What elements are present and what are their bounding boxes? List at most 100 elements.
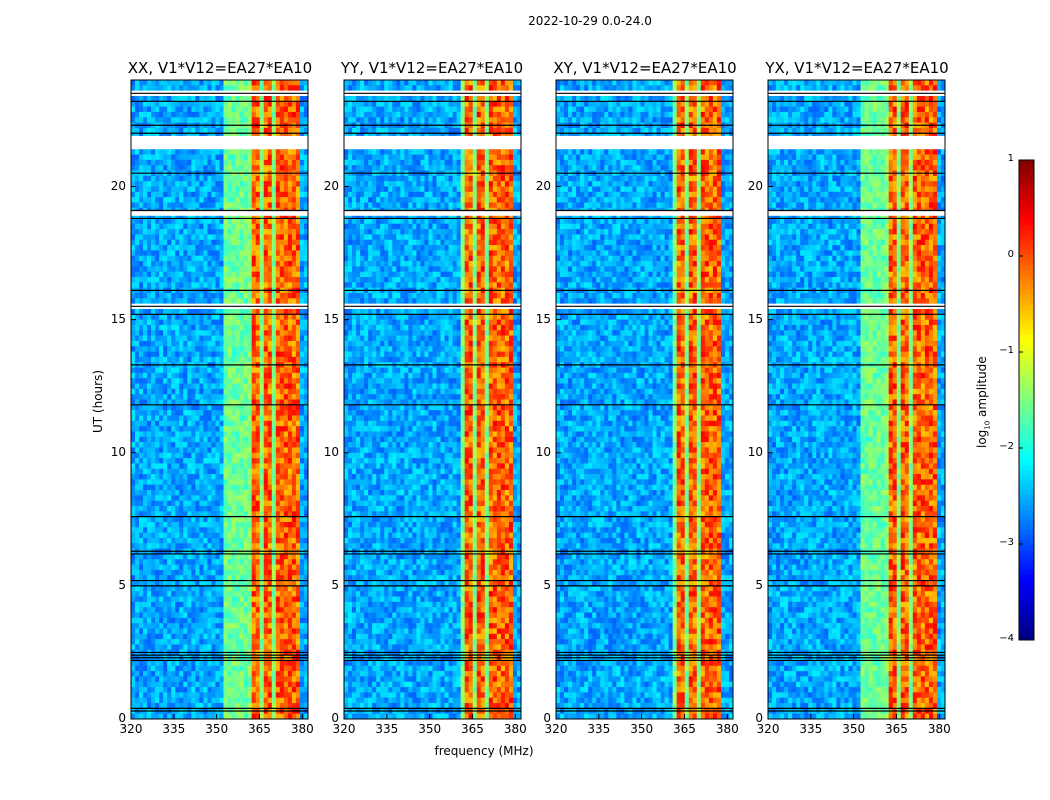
heatmap-cell (131, 314, 136, 320)
heatmap-cell (203, 420, 208, 427)
heatmap-cell (247, 516, 252, 523)
heatmap-cell (187, 378, 192, 384)
heatmap-cell (275, 319, 281, 326)
heatmap-cell (135, 165, 140, 171)
heatmap-cell (139, 516, 144, 523)
heatmap-cell (175, 314, 180, 320)
heatmap-cell (183, 601, 188, 608)
heatmap-cell (287, 463, 293, 470)
heatmap-cell (143, 490, 148, 496)
heatmap-cell (275, 175, 281, 182)
heatmap-cell (259, 527, 265, 533)
heatmap-cell (203, 591, 208, 597)
heatmap-cell (147, 282, 152, 288)
heatmap-cell (195, 197, 200, 203)
heatmap-cell (163, 681, 168, 688)
heatmap-cell (203, 266, 208, 272)
heatmap-cell (211, 681, 216, 688)
heatmap-cell (131, 553, 136, 560)
heatmap-cell (155, 298, 160, 304)
heatmap-cell (199, 202, 204, 209)
heatmap-cell (291, 186, 297, 193)
heatmap-cell (199, 335, 204, 342)
heatmap-cell (275, 388, 281, 395)
heatmap-cell (151, 282, 156, 288)
heatmap-cell (211, 532, 216, 539)
heatmap-cell (155, 367, 160, 374)
heatmap-cell (251, 612, 257, 619)
heatmap-cell (259, 324, 265, 331)
heatmap-cell (219, 559, 224, 565)
heatmap-cell (275, 591, 281, 597)
heatmap-cell (155, 388, 160, 395)
heatmap-cell (175, 394, 180, 400)
heatmap-cell (235, 250, 240, 257)
heatmap-cell (203, 383, 208, 390)
heatmap-cell (287, 367, 293, 374)
heatmap-cell (247, 532, 252, 539)
heatmap-cell (207, 239, 212, 246)
heatmap-cell (203, 175, 208, 182)
heatmap-cell (187, 85, 192, 91)
heatmap-cell (163, 159, 168, 166)
heatmap-cell (163, 564, 168, 571)
heatmap-cell (299, 335, 305, 342)
heatmap-cell (207, 394, 212, 400)
heatmap-cell (163, 420, 168, 427)
heatmap-cell (247, 404, 252, 411)
heatmap-cell (279, 271, 285, 278)
heatmap-cell (139, 335, 144, 342)
heatmap-cell (135, 186, 140, 193)
heatmap-cell (179, 436, 184, 443)
heatmap-cell (143, 154, 148, 161)
heatmap-cell (219, 537, 224, 544)
heatmap-cell (223, 229, 228, 235)
heatmap-cell (259, 378, 265, 384)
heatmap-cell (155, 532, 160, 539)
heatmap-cell (223, 665, 228, 672)
heatmap-cell (167, 436, 172, 443)
heatmap-cell (219, 186, 224, 193)
heatmap-cell (275, 293, 281, 299)
heatmap-cell (291, 394, 297, 400)
heatmap-cell (175, 671, 180, 677)
heatmap-cell (207, 266, 212, 272)
heatmap-cell (191, 85, 196, 91)
heatmap-cell (259, 282, 265, 288)
heatmap-cell (299, 197, 305, 203)
heatmap-cell (159, 330, 164, 336)
heatmap-cell (187, 415, 192, 422)
heatmap-cell (295, 639, 301, 645)
heatmap-cell (139, 239, 144, 246)
heatmap-cell (191, 282, 196, 288)
heatmap-cell (271, 202, 277, 209)
heatmap-cell (231, 378, 236, 384)
heatmap-cell (171, 378, 176, 384)
heatmap-cell (183, 218, 188, 225)
heatmap-cell (159, 351, 164, 358)
heatmap-cell (155, 612, 160, 619)
heatmap-cell (143, 383, 148, 390)
heatmap-cell (267, 490, 273, 496)
heatmap-cell (251, 452, 257, 459)
heatmap-cell (275, 197, 281, 203)
heatmap-cell (299, 447, 305, 454)
heatmap-cell (155, 340, 160, 347)
heatmap-cell (151, 474, 156, 480)
heatmap-cell (175, 298, 180, 304)
heatmap-cell (195, 559, 200, 565)
heatmap-cell (147, 266, 152, 272)
heatmap-cell (187, 532, 192, 539)
heatmap-cell (131, 660, 136, 667)
heatmap-cell (279, 149, 285, 155)
heatmap-cell (131, 261, 136, 267)
heatmap-cell (239, 282, 244, 288)
heatmap-cell (291, 218, 297, 225)
heatmap-cell (275, 543, 281, 549)
heatmap-cell (195, 218, 200, 225)
heatmap-cell (155, 223, 160, 230)
heatmap-cell (275, 351, 281, 358)
heatmap-cell (143, 442, 148, 448)
heatmap-cell (195, 367, 200, 374)
heatmap-cell (255, 117, 261, 123)
